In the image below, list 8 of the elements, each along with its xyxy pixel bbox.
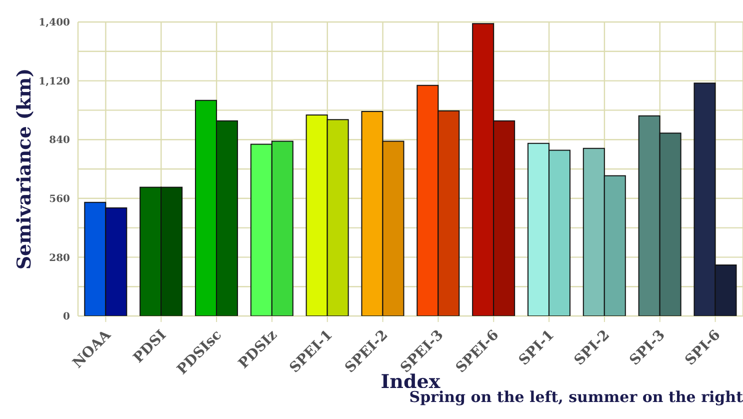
y-tick-label: 0 xyxy=(63,312,70,323)
y-tick-label: 840 xyxy=(49,135,70,146)
y-tick-label: 1,120 xyxy=(38,76,70,88)
y-tick-label: 1,400 xyxy=(38,18,70,29)
y-tick-label: 560 xyxy=(49,194,70,205)
text: Spring on the left, summer on the right xyxy=(408,388,743,406)
y-axis-title: Semivariance (km) xyxy=(14,68,36,270)
y-tick-label: 280 xyxy=(49,252,70,264)
